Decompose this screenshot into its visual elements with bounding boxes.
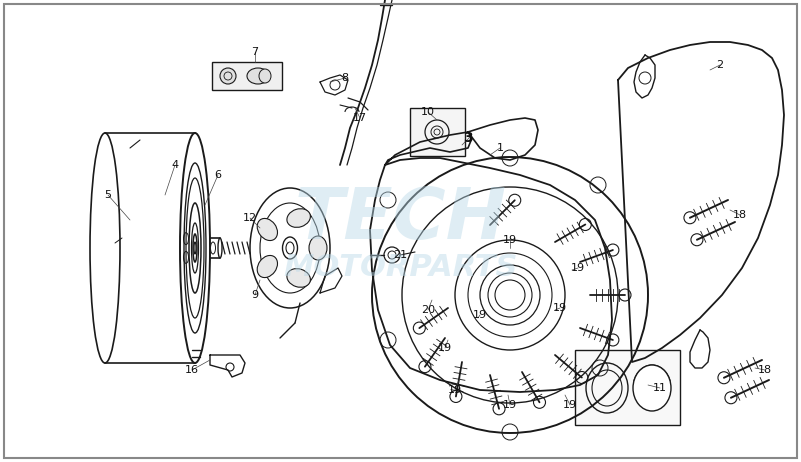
Text: TECH: TECH	[295, 186, 507, 255]
Ellipse shape	[247, 68, 269, 84]
Text: 16: 16	[185, 365, 199, 375]
Text: 7: 7	[252, 47, 259, 57]
Text: MOTORPARTS: MOTORPARTS	[284, 254, 518, 282]
Text: 10: 10	[421, 107, 435, 117]
Text: 19: 19	[563, 400, 577, 410]
Text: 12: 12	[243, 213, 257, 223]
Text: 21: 21	[393, 250, 407, 260]
Bar	[410, 108, 465, 156]
Text: 19: 19	[571, 263, 585, 273]
Bar	[212, 62, 282, 90]
Ellipse shape	[257, 255, 277, 278]
Text: 4: 4	[171, 160, 179, 170]
Text: 19: 19	[503, 235, 517, 245]
Ellipse shape	[633, 365, 671, 411]
Text: 19: 19	[553, 303, 567, 313]
Text: 5: 5	[104, 190, 111, 200]
Circle shape	[220, 68, 236, 84]
Ellipse shape	[259, 69, 271, 83]
Text: 9: 9	[252, 290, 259, 300]
Text: 3: 3	[463, 131, 473, 145]
Text: 18: 18	[733, 210, 747, 220]
Ellipse shape	[287, 268, 311, 287]
Ellipse shape	[257, 219, 277, 241]
Text: 1: 1	[497, 143, 504, 153]
Text: 19: 19	[503, 400, 517, 410]
Text: 6: 6	[215, 170, 222, 180]
Text: 11: 11	[653, 383, 667, 393]
Text: 2: 2	[716, 60, 723, 70]
Text: 19: 19	[473, 310, 487, 320]
Bar	[575, 350, 680, 425]
Ellipse shape	[309, 236, 327, 260]
Text: 18: 18	[758, 365, 772, 375]
Text: 8: 8	[341, 73, 348, 83]
Text: 20: 20	[421, 305, 435, 315]
Text: 19: 19	[448, 385, 462, 395]
Text: 19: 19	[438, 343, 452, 353]
Text: 17: 17	[353, 113, 367, 123]
Ellipse shape	[287, 209, 311, 227]
